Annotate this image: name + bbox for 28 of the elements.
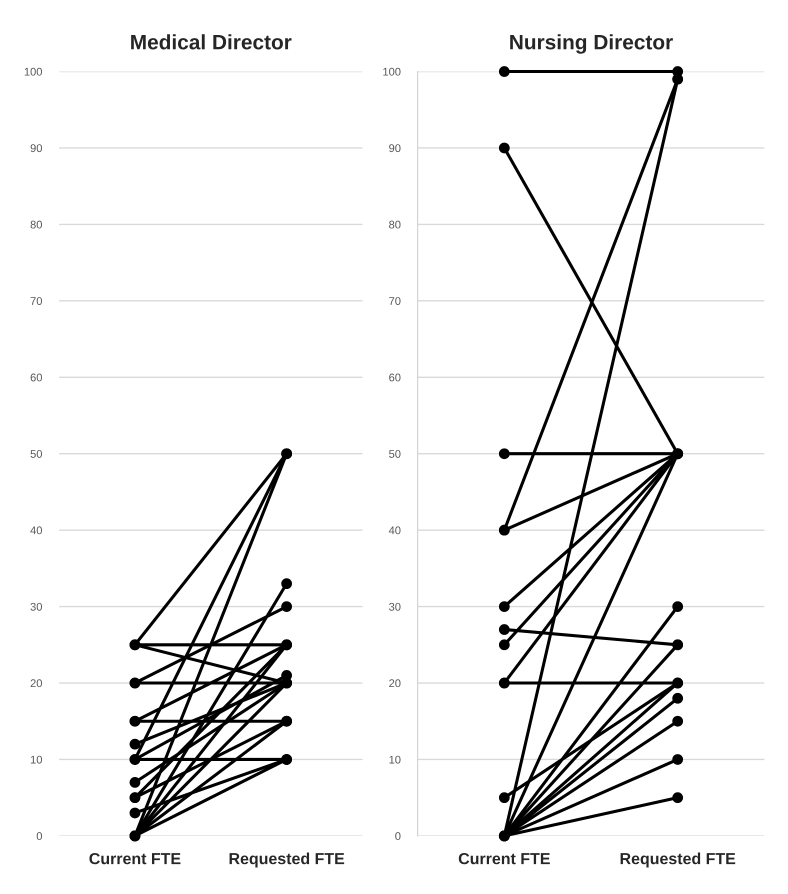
y-tick-label: 100: [383, 68, 401, 76]
y-tick-label: 60: [30, 374, 42, 382]
y-tick-label: 20: [389, 679, 401, 688]
y-tick-label: 0: [395, 832, 401, 840]
y-tick-label: 70: [389, 297, 401, 305]
x-tick-label: Requested FTE: [620, 852, 736, 868]
y-tick-label: 40: [30, 526, 42, 534]
y-tick-label: 20: [30, 679, 42, 688]
y-tick-label: 50: [30, 450, 42, 458]
y-tick-label: 90: [389, 144, 401, 152]
y-tick-label: 0: [36, 832, 42, 840]
y-tick-label: 30: [389, 602, 401, 611]
y-tick-label: 90: [30, 144, 42, 152]
y-tick-label: 100: [24, 68, 42, 76]
chart-title: Nursing Director: [510, 34, 673, 54]
y-tick-label: 80: [389, 220, 401, 229]
y-tick-label: 10: [30, 756, 42, 764]
y-tick-label: 10: [389, 756, 401, 764]
x-tick-label: Requested FTE: [230, 852, 344, 868]
y-tick-label: 40: [388, 526, 401, 534]
y-tick-label: 70: [30, 297, 42, 305]
y-tick-label: 30: [30, 602, 42, 611]
x-tick-label: Current FTE: [89, 852, 180, 864]
x-tick-label: Current FTE: [458, 852, 550, 864]
y-tick-label: 50: [389, 450, 401, 458]
y-tick-label: 60: [389, 374, 401, 382]
y-tick-label: 80: [30, 220, 42, 229]
chart-title: Medical Director: [131, 34, 292, 50]
